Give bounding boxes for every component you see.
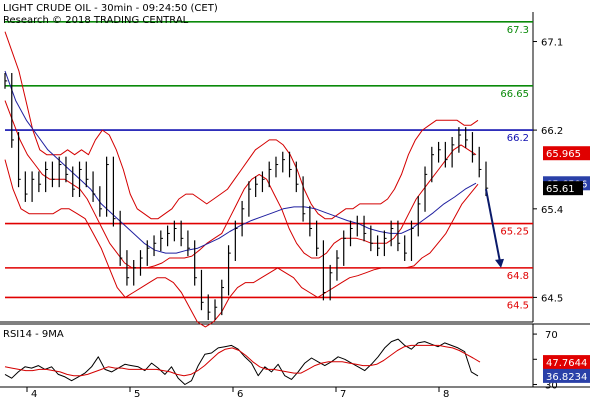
level-lines: 67.3 66.65 66.2 65.25 64.8 64.5 xyxy=(5,21,533,311)
main-y-tick-label-2: 66.2 xyxy=(541,126,563,137)
rsi-y-tick-label-2: 30 xyxy=(545,380,558,391)
rsi-line xyxy=(4,338,479,385)
bollinger-lower-line xyxy=(4,159,479,328)
x-tick-label-2: 6 xyxy=(237,389,243,400)
level-label-3: 65.25 xyxy=(500,227,529,238)
level-label-2: 66.2 xyxy=(507,133,529,144)
rsi-y-tick-label-0: 70 xyxy=(545,330,558,341)
y-axis: 64.565.466.267.1705030 xyxy=(533,38,563,391)
x-tick-label-1: 5 xyxy=(134,389,140,400)
x-tick-label-0: 4 xyxy=(31,389,37,400)
rsi-ma-line xyxy=(4,344,481,377)
level-label-0: 67.3 xyxy=(507,25,529,36)
indicator-lines xyxy=(4,31,479,328)
rsi-tag-label-0: 47.7644 xyxy=(546,358,587,369)
projection-arrow-head xyxy=(495,258,504,268)
price-tag-bg-2 xyxy=(543,181,583,196)
level-label-5: 64.5 xyxy=(507,300,529,311)
x-tick-label-4: 8 xyxy=(443,389,449,400)
rsi-panel-title: RSI14 - 9MA xyxy=(3,329,64,340)
bollinger-middle-line xyxy=(4,100,477,269)
bollinger-upper-line xyxy=(4,31,479,220)
projection xyxy=(485,188,504,268)
level-label-4: 64.8 xyxy=(507,271,529,282)
chart-title: LIGHT CRUDE OIL - 30min - 09:24:50 (CET) xyxy=(3,3,218,14)
rsi-series xyxy=(4,338,481,385)
x-axis: 4 5 6 7 8 xyxy=(26,387,449,400)
rsi-panel xyxy=(0,323,590,388)
projection-arrow-shaft xyxy=(485,188,501,263)
main-panel xyxy=(0,12,534,323)
level-label-1: 66.65 xyxy=(500,89,529,100)
rsi-tag-bg-0 xyxy=(543,355,590,370)
main-y-tick-label-1: 65.4 xyxy=(541,205,563,216)
price-tag-label-2: 65.61 xyxy=(546,184,575,195)
price-series xyxy=(4,73,489,321)
rsi-tag-label-1: 36.8234 xyxy=(546,372,587,383)
research-credit: Research © 2018 TRADING CENTRAL xyxy=(3,15,189,26)
main-y-tick-label-3: 67.1 xyxy=(541,38,563,49)
rsi-tag-bg-1 xyxy=(543,368,590,383)
price-tag-bg-0 xyxy=(543,146,590,161)
x-tick-label-3: 7 xyxy=(340,389,346,400)
main-y-tick-label-0: 64.5 xyxy=(541,293,563,304)
price-tag-label-0: 65.965 xyxy=(546,149,581,160)
